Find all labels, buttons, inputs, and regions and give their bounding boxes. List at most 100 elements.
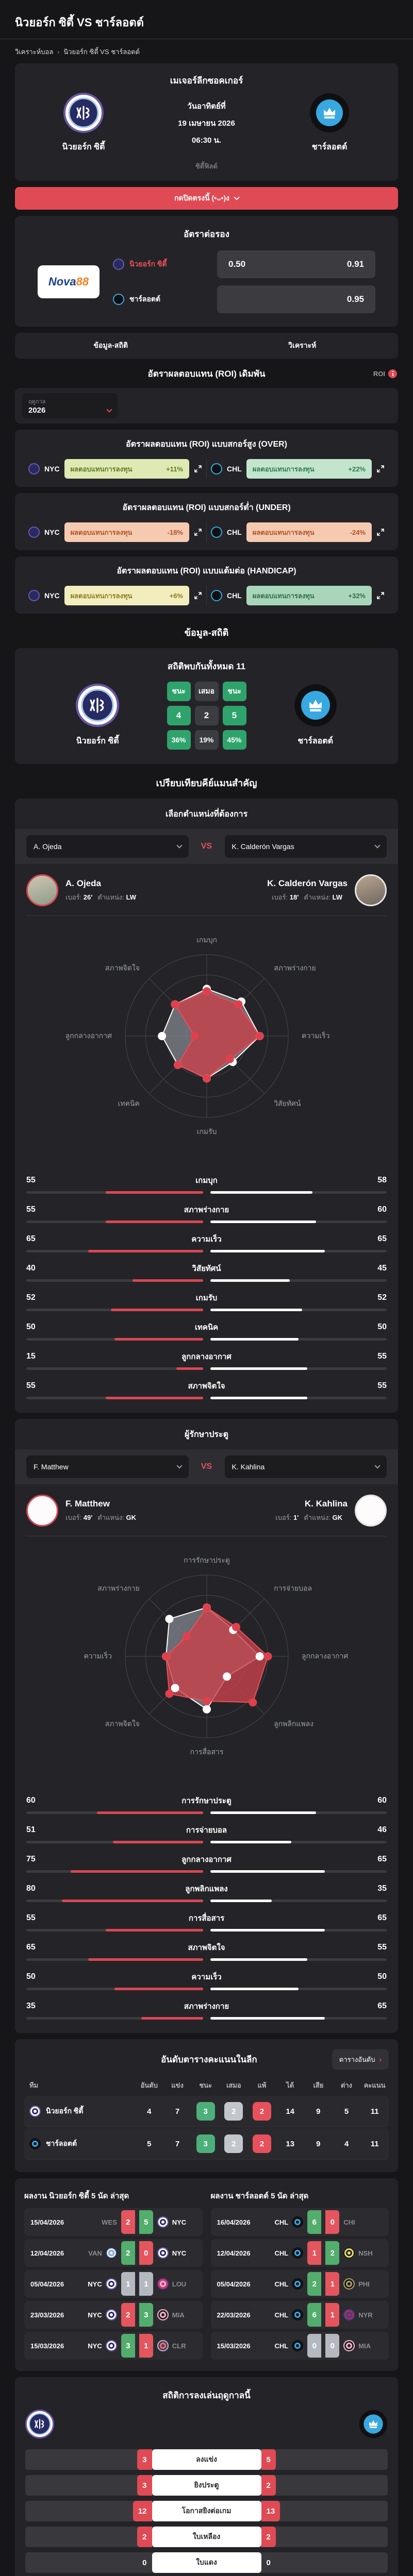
match-date: 16/04/2026 xyxy=(217,2218,251,2226)
home-price-value: 0.91 xyxy=(346,259,364,269)
close-banner-button[interactable]: กดปิดตรงนี้ (•ᴗ•)ง xyxy=(15,187,398,210)
stat-label: ลูกพลิกแพลง xyxy=(185,1885,228,1893)
league-table-button[interactable]: ตารางอันดับ › xyxy=(332,2049,389,2070)
gk-home-select[interactable]: F. Matthew xyxy=(26,1455,189,1478)
club-logo-phi xyxy=(343,2278,355,2290)
keyman-away-select[interactable]: K. Calderón Vargas xyxy=(224,835,387,858)
season-select-label: ฤดูกาล xyxy=(28,399,46,405)
away-stat-value: 13 xyxy=(261,2501,280,2521)
away-stat-value: 60 xyxy=(377,1796,387,1805)
bookmaker-logo[interactable]: Nova 88 xyxy=(38,265,100,298)
expand-icon[interactable] xyxy=(194,465,202,473)
gk-away-select[interactable]: K. Kahlina xyxy=(224,1455,387,1478)
page-header: นิวยอร์ก ซิตี้ VS ชาร์ลอตต์ วิเคราะห์บอล… xyxy=(0,0,413,63)
table-row[interactable]: ชาร์ลอตต์ 5 7 3 2 2 13 9 4 11 xyxy=(24,2128,389,2160)
away-stat-value: 50 xyxy=(377,1972,387,1981)
left-score: 3 xyxy=(121,2334,135,2358)
season-stat-row: 2 ใบเหลือง 2 xyxy=(25,2527,388,2547)
avatar xyxy=(26,1495,58,1527)
breadcrumb-current: นิวยอร์ก ซิตี้ VS ชาร์ลอตต์ xyxy=(63,48,140,56)
breadcrumb-root[interactable]: วิเคราะห์บอล xyxy=(15,48,54,56)
expand-icon[interactable] xyxy=(194,591,202,600)
right-score: 0 xyxy=(325,2334,340,2358)
chevron-right-icon: › xyxy=(57,48,60,56)
away-stat-value: 60 xyxy=(377,1205,387,1214)
info-icon[interactable] xyxy=(388,369,397,378)
roi-away: CHL ผลตอบแทนการลงทุน +22% xyxy=(206,459,389,479)
expand-icon[interactable] xyxy=(376,528,385,536)
right-score: 2 xyxy=(325,2241,340,2265)
home-stat-value: 0 xyxy=(142,2558,147,2567)
svg-text:ความเร็ว: ความเร็ว xyxy=(302,1031,329,1040)
h2h-away-win-badge: ชนะ xyxy=(222,682,246,701)
keyman-selector-strip: A. Ojeda VS K. Calderón Vargas xyxy=(15,829,398,864)
home-stat-value: 55 xyxy=(26,1205,36,1214)
keyman-home-select[interactable]: A. Ojeda xyxy=(26,835,189,858)
chevron-right-icon: › xyxy=(379,2056,382,2063)
section-tabs: ข้อมูล-สถิติ วิเคราะห์ xyxy=(15,333,398,359)
away-form-title: ผลงาน ชาร์ลอตต์ 5 นัด ล่าสุด xyxy=(210,2192,309,2200)
away-stat-value: 55 xyxy=(377,1381,387,1390)
home-stat-value: 65 xyxy=(26,1234,36,1243)
odds-home-box[interactable]: 0.50 0.91 xyxy=(217,250,375,278)
left-score: 6 xyxy=(307,2210,322,2234)
roi-group: อัตราผลตอบแทน (ROI) แบบแต้มต่อ (HANDICAP… xyxy=(15,556,398,614)
number-label: เบอร์: xyxy=(65,1513,82,1521)
season-stat-row: 3 ยิงประตู 2 xyxy=(25,2475,388,2496)
expand-icon[interactable] xyxy=(376,465,385,473)
roi-group-title: อัตราผลตอบแทน (ROI) แบบสกอร์สูง (OVER) xyxy=(125,440,287,449)
keyman-away-player: K. Calderón Vargas เบอร์: 18' ตำแหน่ง: LW xyxy=(267,874,387,906)
stat-compare-row: 60 การรักษาประตู 60 xyxy=(26,1790,387,1819)
form-match-row[interactable]: 05/04/2026 CHL 2 1 PHI xyxy=(210,2270,389,2298)
avatar xyxy=(355,1495,387,1527)
form-match-row[interactable]: 12/04/2026 VAN 2 0 NYC xyxy=(24,2239,203,2267)
form-match-row[interactable]: 15/03/2026 NYC 3 1 CLR xyxy=(24,2332,203,2360)
league-table-card: อันดับตารางคะแนนในลีก ตารางอันดับ › ทีม อั… xyxy=(15,2039,398,2172)
roi-value-pill: ผลตอบแทนการลงทุน -18% xyxy=(64,522,189,542)
form-match-row[interactable]: 05/04/2026 NYC 1 1 LOU xyxy=(24,2270,203,2298)
table-header: ได้ xyxy=(286,2081,294,2089)
away-mini-logo xyxy=(211,463,222,474)
expand-icon[interactable] xyxy=(376,591,385,600)
stat-label: ความเร็ว xyxy=(191,1973,222,1981)
table-header: ทีม xyxy=(29,2081,39,2089)
season-select[interactable]: ฤดูกาล 2026 xyxy=(22,393,118,418)
keyman-away-select-value: K. Calderón Vargas xyxy=(232,842,294,851)
left-score: 2 xyxy=(307,2272,322,2296)
avatar xyxy=(355,874,387,906)
tab-analysis[interactable]: วิเคราะห์ xyxy=(288,341,317,349)
club-logo-chl xyxy=(292,2216,304,2228)
odds-home-name: นิวยอร์ก ซิตี้ xyxy=(129,260,167,268)
pos-value: LW xyxy=(126,893,136,901)
form-match-row[interactable]: 15/04/2026 WES 2 5 NYC xyxy=(24,2208,203,2236)
odds-away-box[interactable]: 0.95 xyxy=(217,285,375,313)
table-row[interactable]: นิวยอร์ก ซิตี้ 4 7 3 2 2 14 9 5 11 xyxy=(24,2096,389,2127)
expand-icon[interactable] xyxy=(194,528,202,536)
left-team-abbr: CHL xyxy=(274,2311,289,2319)
away-stat-value: 58 xyxy=(377,1176,387,1184)
right-score: 1 xyxy=(139,2272,153,2296)
stat-compare-row: 75 ลูกกลางอากาศ 65 xyxy=(26,1849,387,1878)
left-score: 2 xyxy=(121,2303,135,2327)
home-form-column: ผลงาน นิวยอร์ก ซิตี้ 5 นัด ล่าสุด 15/04/… xyxy=(24,2190,203,2363)
form-match-row[interactable]: 23/03/2026 NYC 2 3 MIA xyxy=(24,2301,203,2329)
form-match-row[interactable]: 15/03/2026 CHL 0 0 MIA xyxy=(210,2332,389,2360)
chevron-down-icon xyxy=(234,194,240,200)
form-match-row[interactable]: 16/04/2026 CHL 6 0 CHI xyxy=(210,2208,389,2236)
form-match-row[interactable]: 12/04/2026 CHL 1 2 NSH xyxy=(210,2239,389,2267)
svg-text:เทคนิค: เทคนิค xyxy=(118,1099,140,1108)
form-match-row[interactable]: 22/03/2026 CHL 6 1 NYR xyxy=(210,2301,389,2329)
league-table-title: อันดับตารางคะแนนในลีก xyxy=(161,2055,257,2064)
odds-row-away: ชาร์ลอตต์ 0.95 xyxy=(113,285,375,313)
tab-stats[interactable]: ข้อมูล-สถิติ xyxy=(93,341,128,349)
gk-away-select-value: K. Kahlina xyxy=(232,1463,265,1471)
h2h-percents: 36% 19% 45% xyxy=(167,730,246,750)
right-score: 5 xyxy=(139,2210,153,2234)
club-logo-lou xyxy=(157,2278,169,2290)
odds-card: อัตราต่อรอง Nova 88 นิวยอร์ก ซิตี้ 0.50 0.… xyxy=(15,216,398,327)
keyman-select-title: เลือกตำแหน่งที่ต้องการ xyxy=(165,810,248,819)
team-abbr: CHL xyxy=(227,591,242,600)
away-stat-value: 65 xyxy=(377,1913,387,1922)
stat-label: การสื่อสาร xyxy=(188,1914,225,1923)
